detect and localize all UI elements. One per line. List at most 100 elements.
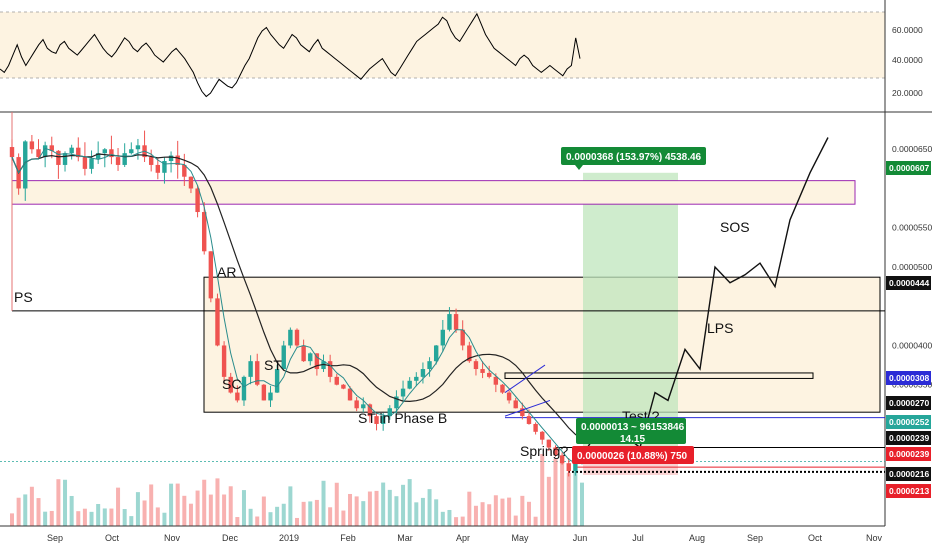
- target-zone: [583, 172, 678, 462]
- candle-body: [89, 158, 94, 169]
- volume-bar: [328, 507, 333, 526]
- range-zone: [203, 276, 881, 413]
- candle-body: [473, 361, 479, 370]
- volume-bar: [241, 490, 246, 526]
- price-tag-label: 0.0000607: [889, 163, 929, 173]
- volume-bar: [36, 498, 41, 526]
- candle-body: [301, 345, 306, 362]
- price-tick-label: 0.0000500: [892, 262, 932, 272]
- trend-line: [504, 399, 551, 417]
- volume-bar: [155, 507, 160, 526]
- volume-bar: [394, 496, 399, 526]
- candle-body: [513, 400, 518, 409]
- candle-body: [321, 361, 326, 370]
- candle-body: [221, 345, 227, 377]
- candle-body: [182, 164, 187, 177]
- price-tag: [886, 467, 931, 481]
- volume-bar: [215, 478, 220, 526]
- volume-bar: [275, 506, 280, 526]
- volume-bar: [401, 484, 406, 526]
- volume-bar: [520, 495, 525, 526]
- candle-body: [334, 376, 339, 385]
- volume-bar: [82, 508, 87, 526]
- volume-bar: [122, 509, 127, 526]
- candle-body: [23, 141, 28, 189]
- volume-bar: [182, 495, 187, 526]
- price-tag-label: 0.0000239: [889, 433, 929, 443]
- candle-body: [414, 376, 419, 381]
- volume-bar: [540, 453, 545, 526]
- candle-body: [62, 153, 68, 165]
- candle-body: [255, 361, 260, 385]
- volume-bar: [321, 480, 326, 526]
- stop-zone: [583, 461, 678, 475]
- volume-bar: [566, 472, 571, 526]
- volume-bar: [175, 483, 180, 526]
- candle-body: [374, 416, 379, 424]
- candle-body: [314, 353, 320, 370]
- moving-average-slow: [11, 153, 583, 440]
- price-tag-label: 0.0000444: [889, 278, 929, 288]
- volume-bar: [116, 487, 121, 526]
- candle-body: [467, 345, 472, 362]
- x-tick-label: Sep: [47, 533, 63, 543]
- candle-body: [493, 376, 499, 385]
- volume-bar: [295, 517, 299, 526]
- candle-body: [367, 404, 373, 417]
- volume-bar: [334, 482, 339, 526]
- candle-body: [82, 157, 88, 169]
- x-tick-label: Mar: [397, 533, 413, 543]
- volume-bar: [109, 508, 114, 526]
- volume-bar: [56, 479, 61, 526]
- volume-bar: [135, 492, 140, 526]
- volume-bar: [261, 496, 266, 526]
- volume-bar: [49, 510, 54, 526]
- candle-body: [135, 145, 141, 150]
- candle-body: [526, 416, 532, 424]
- volume-bar: [29, 486, 34, 526]
- candle-body: [49, 145, 54, 151]
- x-tick-label: Oct: [808, 533, 823, 543]
- candle-body: [162, 161, 167, 173]
- x-tick-label: Feb: [340, 533, 356, 543]
- volume-bar: [533, 516, 538, 526]
- volume-bar: [546, 476, 551, 526]
- volume-bar: [281, 503, 286, 526]
- annotation-st-phase-b: ST in Phase B: [358, 410, 447, 426]
- x-tick-label: Aug: [689, 533, 705, 543]
- volume-bar: [387, 489, 392, 526]
- volume-bar: [460, 516, 465, 526]
- candle-body: [288, 329, 293, 346]
- price-tag-label: 0.0000239: [889, 449, 929, 459]
- x-tick-label: May: [511, 533, 529, 543]
- volume-bar: [202, 479, 207, 526]
- svg-text:0.0000368 (153.97%) 4538.46: 0.0000368 (153.97%) 4538.46: [566, 152, 702, 163]
- price-tag: [886, 161, 931, 175]
- price-tick-label: 0.0000400: [892, 340, 932, 350]
- volume-bar: [454, 517, 459, 526]
- candle-body: [553, 447, 558, 456]
- x-tick-label: Nov: [866, 533, 883, 543]
- candle-body: [76, 147, 81, 158]
- volume-bar: [69, 495, 74, 526]
- stop-label: 0.0000026 (10.88%) 750: [572, 446, 694, 464]
- x-tick-label: Jun: [573, 533, 588, 543]
- rsi-tick-label: 20.0000: [892, 88, 923, 98]
- candle-body: [109, 149, 114, 158]
- candle-body: [559, 455, 565, 464]
- svg-text:14.15: 14.15: [620, 434, 645, 445]
- candle-body: [102, 149, 107, 154]
- volume-bar: [341, 510, 346, 526]
- candle-body: [235, 392, 240, 401]
- volume-bar: [507, 497, 512, 526]
- volume-bar: [434, 499, 439, 526]
- price-tag-label: 0.0000308: [889, 373, 929, 383]
- volume-bar: [374, 490, 379, 526]
- candle-body: [208, 251, 214, 299]
- volume-bar: [308, 501, 313, 526]
- candle-body: [361, 404, 366, 409]
- volume-bar: [16, 497, 21, 526]
- candle-body: [546, 439, 552, 448]
- trend-line: [504, 364, 546, 393]
